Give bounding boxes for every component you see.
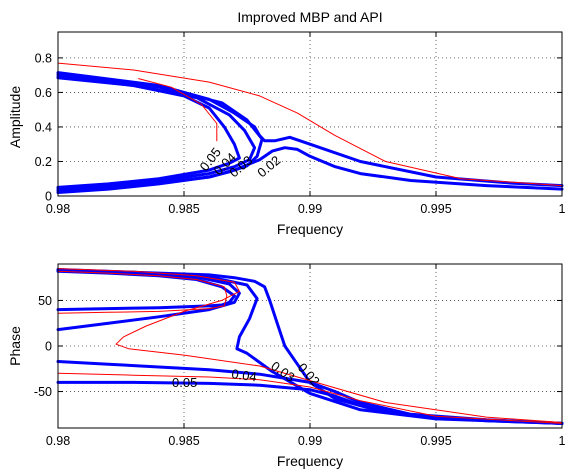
x-tick-label: 0.98: [46, 434, 70, 448]
y-tick-label: 0.2: [35, 155, 52, 169]
phase-grid: [58, 264, 562, 428]
x-tick-label: 0.985: [168, 434, 199, 448]
x-tick-label: 1: [559, 202, 565, 216]
x-tick-label: 0.99: [298, 202, 322, 216]
phase-ticks: 0.98 0.985 0.99 0.995 1 -50 0 50: [34, 264, 565, 448]
thick-curve-5: [56, 380, 564, 425]
y-tick-label: 50: [38, 294, 52, 308]
thick-curve-3: [56, 71, 564, 188]
phase-series-group: [56, 268, 564, 425]
x-tick-label: 0.98: [46, 202, 70, 216]
contour-label-0-04: 0.04: [231, 366, 258, 384]
y-tick-label: 0: [45, 340, 52, 354]
x-tick-label: 0.995: [420, 202, 451, 216]
thick-curve-2: [56, 268, 564, 425]
amplitude-panel: Improved MBP and API 0.98 0.985 0.99 0.995 1…: [7, 9, 565, 237]
x-tick-label: 0.985: [168, 202, 199, 216]
thin-curve-6: [57, 270, 228, 314]
amplitude-grid: [58, 32, 562, 196]
thin-curve-7: [57, 268, 563, 423]
phase-x-axis-label: Frequency: [277, 453, 343, 469]
phase-y-axis-label: Phase: [7, 326, 23, 366]
thin-curve-5: [57, 62, 563, 187]
thin-curve-8: [57, 372, 563, 424]
thin-curve-6: [138, 78, 218, 142]
y-tick-label: -50: [34, 385, 52, 399]
contour-label-0-05: 0.05: [172, 375, 197, 390]
thick-curve-4: [56, 146, 564, 194]
x-tick-label: 0.99: [298, 434, 322, 448]
x-tick-label: 1: [559, 434, 565, 448]
y-tick-label: 0.4: [35, 120, 52, 134]
y-tick-label: 0: [45, 190, 52, 204]
amplitude-ticks: 0.98 0.985 0.99 0.995 1 0 0.2 0.4 0.6 0.8: [35, 32, 565, 216]
y-tick-label: 0.6: [35, 86, 52, 100]
x-tick-label: 0.995: [420, 434, 451, 448]
amplitude-series-group: [56, 62, 564, 194]
y-tick-label: 0.8: [35, 51, 52, 65]
chart-title: Improved MBP and API: [237, 9, 382, 25]
amplitude-x-axis-label: Frequency: [277, 221, 343, 237]
amplitude-y-axis-label: Amplitude: [7, 86, 23, 148]
